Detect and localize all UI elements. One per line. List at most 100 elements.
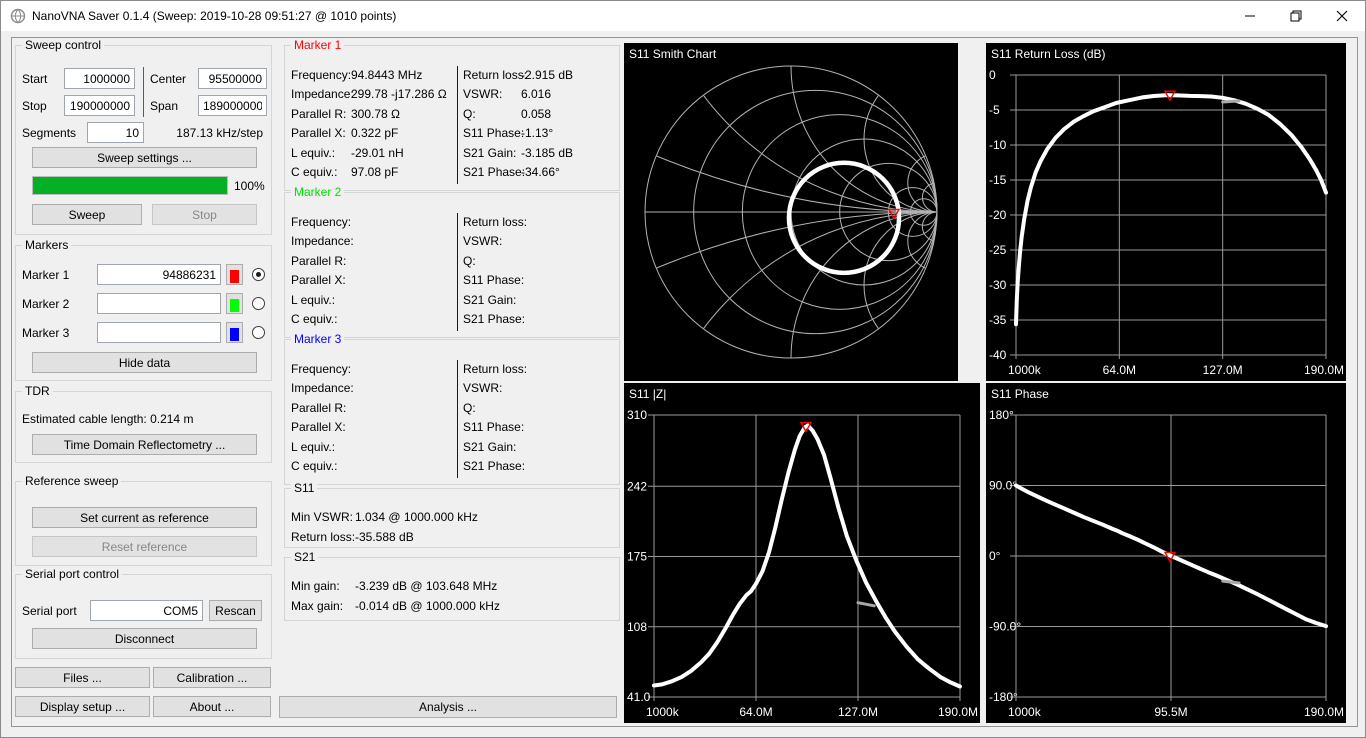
- calibration-button[interactable]: Calibration ...: [153, 667, 271, 688]
- svg-text:-25: -25: [989, 243, 1007, 257]
- field-row: Parallel X: 0.322 pF: [291, 126, 455, 145]
- svg-text:175: 175: [627, 550, 647, 564]
- cable-length-text: Estimated cable length: 0.214 m: [22, 412, 194, 426]
- info-value: -35.588 dB: [355, 530, 414, 544]
- marker-select-radio[interactable]: [252, 268, 265, 281]
- field-value: 0.322 pF: [351, 126, 399, 141]
- marker-color-button[interactable]: [226, 293, 243, 314]
- field-value: 300.78 Ω: [351, 106, 401, 121]
- set-reference-button[interactable]: Set current as reference: [32, 507, 257, 528]
- marker-row: Marker 2: [16, 293, 271, 314]
- span-label: Span: [150, 99, 179, 113]
- svg-text:-5: -5: [989, 103, 1000, 117]
- field-label: S21 Phase:: [463, 311, 526, 326]
- marker-row: Marker 3: [16, 322, 271, 343]
- divider: [457, 66, 458, 184]
- s11-info-rows: Min VSWR: 1.034 @ 1000.000 kHz Return los…: [291, 510, 478, 550]
- display-setup-button[interactable]: Display setup ...: [15, 696, 150, 717]
- tdr-button[interactable]: Time Domain Reflectometry ...: [32, 434, 257, 455]
- segments-label: Segments: [22, 126, 77, 140]
- marker-frequency-input[interactable]: [97, 293, 221, 314]
- divider: [457, 360, 458, 478]
- sweep-settings-button[interactable]: Sweep settings ...: [32, 147, 257, 168]
- field-row: Return loss:: [463, 362, 615, 381]
- stop-input[interactable]: [64, 95, 135, 116]
- close-button[interactable]: [1319, 1, 1365, 31]
- field-row: C equiv.:: [291, 459, 455, 478]
- restore-button[interactable]: [1273, 1, 1319, 31]
- divider: [143, 67, 144, 117]
- svg-text:108: 108: [627, 620, 647, 634]
- rescan-button[interactable]: Rescan: [209, 600, 262, 621]
- field-row: Q: 0.058: [463, 107, 615, 126]
- span-input[interactable]: [198, 95, 267, 116]
- minimize-button[interactable]: [1227, 1, 1273, 31]
- disconnect-button[interactable]: Disconnect: [32, 628, 257, 649]
- info-label: Min VSWR:: [291, 510, 354, 524]
- s21-info-title: S21: [291, 550, 319, 564]
- field-value: 0.058: [521, 106, 552, 121]
- marker-frequency-input[interactable]: [97, 322, 221, 343]
- info-label: Max gain:: [291, 599, 344, 613]
- marker-select-radio[interactable]: [252, 297, 265, 310]
- field-row: Impedance:299.78 -j17.286 Ω: [291, 87, 455, 106]
- info-row: Max gain: -0.014 dB @ 1000.000 kHz: [291, 599, 500, 619]
- field-label: L equiv.:: [291, 145, 336, 160]
- impedance-magnitude-chart-title: S11 |Z|: [629, 387, 667, 401]
- field-row: C equiv.:: [291, 312, 455, 331]
- marker-color-button[interactable]: [226, 322, 243, 343]
- smith-chart[interactable]: S11 Smith Chart: [624, 43, 958, 381]
- impedance-magnitude-chart[interactable]: S11 |Z| 310 242 175 108 41.0 1000k 64.0M 127.0M…: [624, 383, 980, 723]
- svg-text:-180°: -180°: [989, 690, 1018, 704]
- field-label: Return loss:: [463, 215, 528, 229]
- field-label: Parallel X:: [291, 420, 346, 435]
- field-row: Parallel R: 300.78 Ω: [291, 107, 455, 126]
- tdr-group: TDR Estimated cable length: 0.214 m Time…: [15, 384, 272, 463]
- start-input[interactable]: [64, 68, 135, 89]
- marker-detail-title: Marker 2: [291, 185, 345, 199]
- return-loss-chart[interactable]: S11 Return Loss (dB) 0 -5 -10 -15 -20 -25 -30 -…: [986, 43, 1346, 381]
- field-row: VSWR: 6.016: [463, 87, 615, 106]
- field-row: L equiv.: -29.01 nH: [291, 146, 455, 165]
- field-label: S11 Phase:: [463, 420, 525, 435]
- field-label: Frequency:: [291, 68, 352, 82]
- field-row: L equiv.:: [291, 293, 455, 312]
- field-row: Q:: [463, 254, 615, 273]
- hide-data-button[interactable]: Hide data: [32, 352, 257, 373]
- field-row: S21 Gain:: [463, 440, 615, 459]
- sweep-control-group: Sweep control Start Center Stop Span Seg…: [15, 38, 272, 235]
- svg-text:127.0M: 127.0M: [1203, 363, 1243, 377]
- stop-button: Stop: [152, 204, 257, 225]
- sweep-button[interactable]: Sweep: [32, 204, 142, 225]
- svg-text:0: 0: [989, 68, 996, 82]
- marker-detail-box: Marker 1 Frequency:94.8443 MHz Impedance…: [284, 38, 620, 191]
- info-row: Min VSWR: 1.034 @ 1000.000 kHz: [291, 510, 478, 530]
- files-button[interactable]: Files ...: [15, 667, 150, 688]
- field-row: Parallel R:: [291, 401, 455, 420]
- marker-color-swatch: [230, 269, 239, 283]
- info-label: Min gain:: [291, 579, 340, 593]
- segments-input[interactable]: [87, 122, 144, 143]
- center-input[interactable]: [198, 68, 267, 89]
- analysis-button[interactable]: Analysis ...: [279, 696, 617, 718]
- field-label: C equiv.:: [291, 458, 338, 473]
- field-row: Frequency:94.8443 MHz: [291, 68, 455, 87]
- field-row: Parallel R:: [291, 254, 455, 273]
- marker-select-radio[interactable]: [252, 326, 265, 339]
- field-label: C equiv.:: [291, 311, 338, 326]
- field-row: Return loss:: [463, 215, 615, 234]
- field-row: C equiv.: 97.08 pF: [291, 165, 455, 184]
- field-row: S11 Phase:: [463, 273, 615, 292]
- phase-chart[interactable]: S11 Phase 180° 90.0° 0° -90.0° -180° 1000k 95.…: [986, 383, 1346, 723]
- field-label: VSWR:: [463, 381, 503, 396]
- marker-color-button[interactable]: [226, 264, 243, 285]
- marker-row: Marker 1: [16, 264, 271, 285]
- field-label: S21 Phase:: [463, 458, 526, 473]
- markers-title: Markers: [22, 238, 72, 252]
- about-button[interactable]: About ...: [153, 696, 271, 717]
- field-value: 6.016: [521, 87, 552, 102]
- serial-port-input[interactable]: [90, 600, 203, 621]
- field-row: Impedance:: [291, 381, 455, 400]
- field-label: Impedance:: [291, 234, 354, 249]
- marker-frequency-input[interactable]: [97, 264, 221, 285]
